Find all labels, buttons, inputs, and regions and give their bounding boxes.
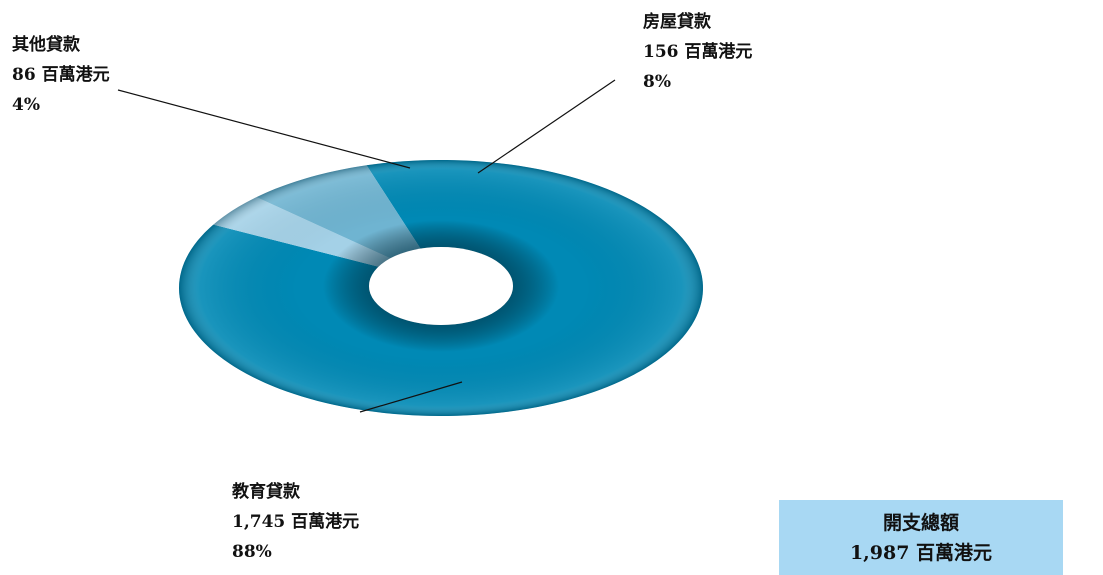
slice-label-name: 教育貸款 <box>232 482 300 502</box>
slice-label-percent: 4% <box>12 95 40 115</box>
slice-label-value: 86 百萬港元 <box>12 65 110 85</box>
total-expenditure-box: 開支總額 1,987 百萬港元 <box>779 500 1063 575</box>
total-value: 1,987 百萬港元 <box>849 542 993 564</box>
leader-line <box>117 89 411 169</box>
slice-label-education-loans: 教育貸款 1,745 百萬港元 88% <box>232 477 359 567</box>
donut-hole <box>369 247 513 325</box>
slice-label-name: 房屋貸款 <box>643 12 711 32</box>
slice-label-housing-loans: 房屋貸款 156 百萬港元 8% <box>643 7 752 97</box>
slice-label-name: 其他貸款 <box>12 35 80 55</box>
slice-label-percent: 88% <box>232 542 272 562</box>
leader-line <box>359 381 463 413</box>
slice-label-percent: 8% <box>643 72 671 92</box>
slice-label-other-loans: 其他貸款 86 百萬港元 4% <box>12 30 110 120</box>
leader-line <box>477 79 616 174</box>
slice-label-value: 156 百萬港元 <box>643 42 753 62</box>
slice-label-value: 1,745 百萬港元 <box>232 512 360 532</box>
total-title: 開支總額 <box>882 512 959 534</box>
